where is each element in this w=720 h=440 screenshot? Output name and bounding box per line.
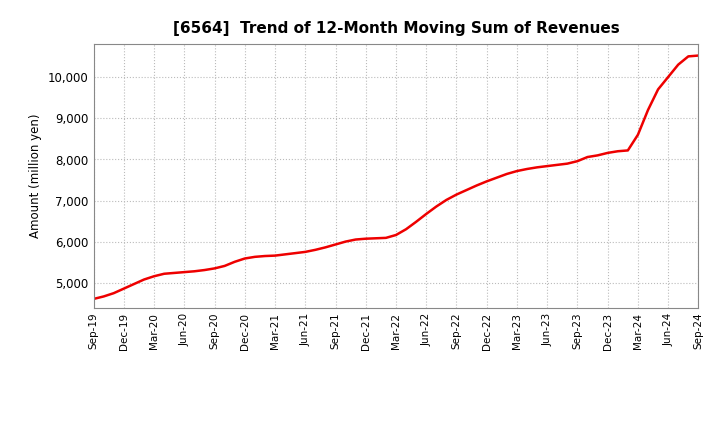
Y-axis label: Amount (million yen): Amount (million yen) xyxy=(30,114,42,238)
Title: [6564]  Trend of 12-Month Moving Sum of Revenues: [6564] Trend of 12-Month Moving Sum of R… xyxy=(173,21,619,36)
